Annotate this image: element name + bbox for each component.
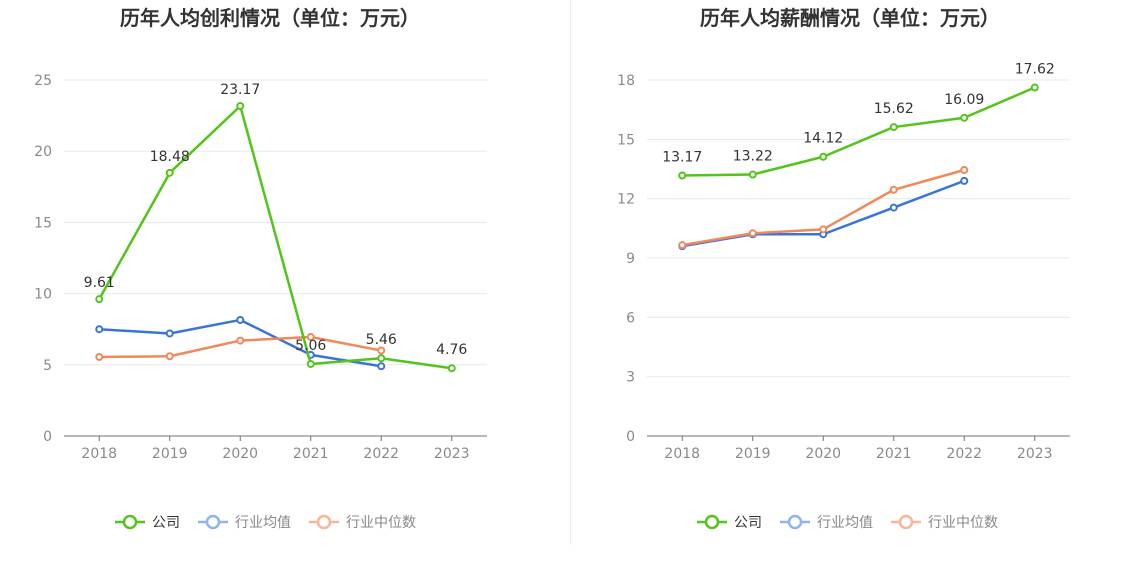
salary-legend-industry-average[interactable]: 行业均值 (780, 514, 873, 531)
salary-company-point[interactable] (889, 123, 898, 132)
profit-x-tick-label: 2021 (293, 446, 329, 462)
salary-legend-industry-median-swatch-marker (898, 514, 914, 530)
profit-data-label: 5.46 (366, 332, 397, 348)
profit-industry-average-point[interactable] (95, 325, 104, 334)
profit-data-label: 9.61 (84, 275, 115, 291)
profit-y-tick-label: 5 (43, 358, 52, 374)
profit-industry-median-point[interactable] (165, 352, 174, 361)
salary-y-tick-label: 12 (617, 192, 635, 208)
profit-legend-industry-median[interactable]: 行业中位数 (309, 514, 416, 531)
salary-company-point[interactable] (819, 152, 828, 161)
profit-data-label: 4.76 (436, 342, 467, 358)
profit-x-tick-label: 2020 (222, 446, 258, 462)
profit-y-tick-label: 10 (34, 287, 52, 303)
salary-company-point[interactable] (1030, 83, 1039, 92)
profit-legend-company[interactable]: 公司 (115, 514, 180, 531)
profit-company-point[interactable] (447, 364, 456, 373)
profit-company-point[interactable] (306, 359, 315, 368)
profit-legend-industry-median-label: 行业中位数 (346, 515, 416, 531)
salary-legend-industry-median-label: 行业中位数 (928, 515, 998, 531)
profit-industry-median-point[interactable] (377, 346, 386, 355)
salary-legend-company-label: 公司 (734, 515, 762, 531)
salary-y-tick-label: 3 (626, 370, 635, 386)
salary-per-capita-chart-svg: 历年人均薪酬情况（单位：万元） 0 3 6 9 12 15 18 2018 2019 2020 202… (617, 6, 1070, 531)
salary-legend-industry-median[interactable]: 行业中位数 (891, 514, 998, 531)
profit-company-point[interactable] (236, 102, 245, 111)
salary-industry-median-point[interactable] (960, 165, 969, 174)
salary-legend-company-swatch-marker (704, 514, 720, 530)
salary-industry-median-point[interactable] (748, 229, 757, 238)
profit-industry-average-point[interactable] (165, 329, 174, 338)
profit-x-tick-label: 2018 (81, 446, 117, 462)
profit-industry-median-point[interactable] (95, 352, 104, 361)
profit-y-tick-label: 25 (34, 73, 52, 89)
salary-industry-median-point[interactable] (889, 185, 898, 194)
salary-company-point[interactable] (960, 113, 969, 122)
salary-company-line (682, 86, 1036, 177)
salary-x-tick-label: 2021 (876, 446, 912, 462)
salary-industry-median-point[interactable] (678, 241, 687, 250)
salary-x-tick-label: 2020 (805, 446, 841, 462)
salary-data-label: 13.17 (662, 150, 702, 166)
salary-per-capita-chart: 历年人均薪酬情况（单位：万元） 0 3 6 9 12 15 18 2018 2019 2020 202… (567, 0, 1134, 582)
salary-company-point[interactable] (678, 171, 687, 180)
profit-company-point[interactable] (377, 354, 386, 363)
profit-legend-industry-median-swatch-marker (316, 514, 332, 530)
profit-industry-average-point[interactable] (377, 362, 386, 371)
profit-legend-company-swatch-marker (122, 514, 138, 530)
profit-company-point[interactable] (165, 168, 174, 177)
salary-x-tick-label: 2022 (946, 446, 982, 462)
profit-x-tick-label: 2022 (363, 446, 399, 462)
profit-legend-industry-average-swatch-marker (205, 514, 221, 530)
salary-data-label: 13.22 (733, 149, 773, 165)
profit-data-label: 18.48 (150, 149, 190, 165)
profit-x-tick-label: 2023 (434, 446, 470, 462)
salary-data-label: 15.62 (874, 101, 914, 117)
salary-y-tick-label: 0 (626, 429, 635, 445)
profit-company-point[interactable] (95, 295, 104, 304)
salary-data-label: 16.09 (944, 92, 984, 108)
salary-y-tick-label: 6 (626, 310, 635, 326)
profit-legend-company-label: 公司 (152, 515, 180, 531)
salary-y-tick-label: 15 (617, 132, 635, 148)
salary-industry-average-point[interactable] (889, 203, 898, 212)
salary-data-label: 14.12 (803, 131, 843, 147)
profit-industry-median-point[interactable] (306, 333, 315, 342)
profit-x-tick-label: 2019 (152, 446, 188, 462)
chart-divider (570, 0, 571, 545)
profit-y-tick-label: 15 (34, 215, 52, 231)
profit-industry-median-point[interactable] (236, 336, 245, 345)
salary-company-point[interactable] (748, 170, 757, 179)
salary-legend-industry-average-swatch-marker (787, 514, 803, 530)
salary-legend-company[interactable]: 公司 (697, 514, 762, 531)
profit-data-label: 23.17 (220, 82, 260, 98)
salary-industry-median-point[interactable] (819, 225, 828, 234)
profit-y-tick-label: 20 (34, 144, 52, 160)
profit-y-tick-label: 0 (43, 429, 52, 445)
salary-x-tick-label: 2018 (664, 446, 700, 462)
profit-legend-industry-average[interactable]: 行业均值 (198, 514, 291, 531)
profit-industry-average-point[interactable] (236, 315, 245, 324)
salary-chart-title: 历年人均薪酬情况（单位：万元） (700, 6, 1000, 30)
salary-industry-average-point[interactable] (960, 176, 969, 185)
profit-chart-title: 历年人均创利情况（单位：万元） (120, 6, 420, 30)
salary-y-tick-label: 9 (626, 251, 635, 267)
profit-per-capita-chart: 历年人均创利情况（单位：万元） 0 5 10 15 20 25 2018 2019 2020 202… (0, 0, 567, 582)
profit-legend-industry-average-label: 行业均值 (235, 515, 291, 531)
salary-legend-industry-average-label: 行业均值 (817, 515, 873, 531)
salary-x-tick-label: 2019 (735, 446, 771, 462)
salary-y-tick-label: 18 (617, 73, 635, 89)
profit-data-label: 5.06 (295, 338, 326, 354)
profit-company-line (98, 104, 452, 370)
profit-per-capita-chart-svg: 历年人均创利情况（单位：万元） 0 5 10 15 20 25 2018 2019 2020 202… (34, 6, 487, 531)
salary-x-tick-label: 2023 (1017, 446, 1053, 462)
salary-data-label: 17.62 (1015, 62, 1055, 78)
